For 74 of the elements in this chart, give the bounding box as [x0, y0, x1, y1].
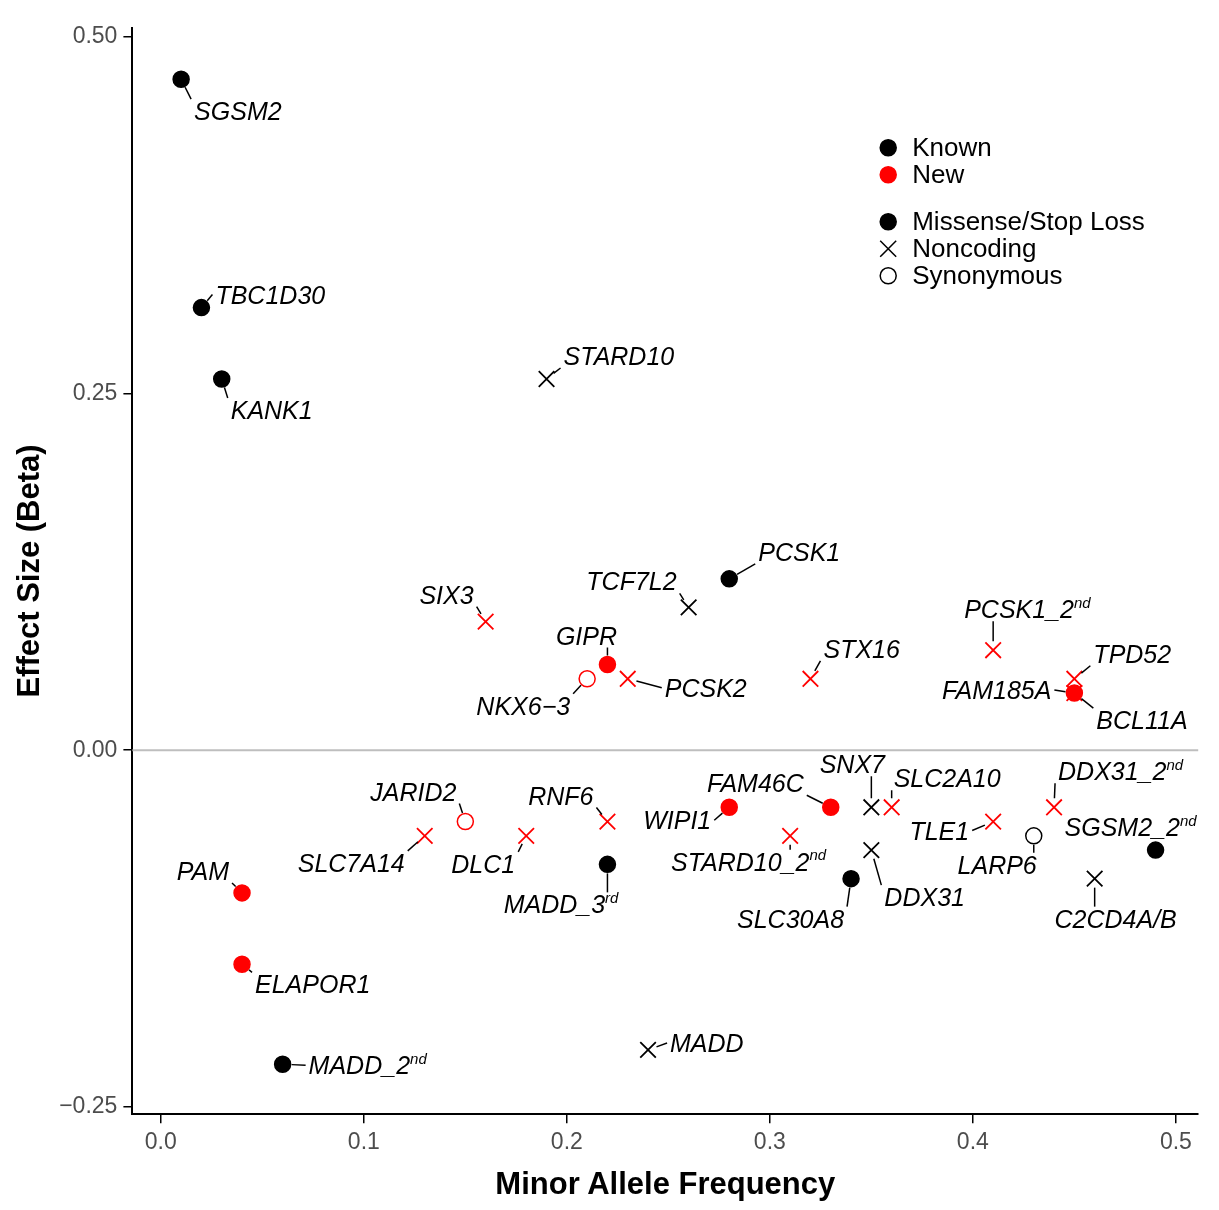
point [720, 798, 738, 817]
point [639, 1041, 657, 1059]
point [456, 812, 475, 831]
annotation: STX16 [823, 634, 900, 663]
annotation: RNF6 [528, 781, 594, 810]
annotation: C2CD4A/B [1054, 904, 1177, 933]
point [1045, 798, 1063, 816]
point [801, 670, 820, 688]
annotation: PCSK2 [664, 673, 747, 702]
point [984, 641, 1002, 659]
annotation: JARID2 [369, 777, 457, 806]
x-tick-label: 0.3 [753, 1128, 786, 1155]
point [720, 570, 738, 588]
y-axis-title: Effect Size (Beta) [11, 444, 47, 698]
point [1085, 869, 1104, 888]
x-axis-title: Minor Allele Frequency [495, 1165, 837, 1201]
point [862, 798, 881, 816]
annotation: SLC7A14 [297, 848, 405, 877]
annotation: SGSM2 [194, 97, 282, 126]
point [537, 370, 556, 388]
point [517, 827, 535, 845]
point [1146, 841, 1165, 859]
annotation: WIPI1 [643, 806, 712, 835]
x-tick-label: 0.5 [1159, 1128, 1192, 1155]
annotation: SIX3 [419, 580, 474, 609]
point [1025, 827, 1043, 845]
annotation: SNX7 [819, 750, 887, 779]
point [842, 869, 860, 888]
annotation: PAM [176, 856, 230, 885]
annotation: TLE1 [909, 816, 970, 845]
annotation: NKX6−3 [476, 691, 571, 720]
x-tick-label: 0.1 [347, 1128, 380, 1155]
point [882, 798, 901, 816]
point [984, 812, 1002, 831]
annotation: TCF7L2 [586, 567, 677, 596]
annotation: ELAPOR1 [255, 970, 371, 999]
annotation: PCSK1 [758, 537, 841, 566]
annotation: KANK1 [230, 395, 313, 424]
y-tick-label: 0.25 [72, 378, 118, 405]
point [598, 655, 617, 674]
point [598, 812, 617, 831]
point [619, 670, 637, 688]
annotation: SLC30A8 [737, 904, 845, 933]
point [598, 855, 617, 874]
point [781, 827, 799, 845]
annotation: FAM185A [942, 676, 1052, 705]
x-tick-label: 0.2 [550, 1128, 583, 1155]
y-tick-label: 0.50 [72, 21, 118, 48]
x-tick-label: 0.0 [144, 1128, 177, 1155]
point [822, 798, 840, 817]
annotation: LARP6 [957, 850, 1037, 879]
annotation: MADD [670, 1028, 744, 1057]
annotation: TBC1D30 [215, 280, 326, 309]
annotation: BCL11A [1096, 706, 1188, 735]
annotation: GIPR [555, 621, 617, 650]
annotation: DDX31 [884, 883, 965, 912]
annotation: SLC2A10 [893, 764, 1001, 793]
annotation: TPD52 [1093, 639, 1172, 668]
point [233, 955, 251, 974]
point [192, 298, 211, 317]
point [233, 884, 251, 902]
point [416, 827, 434, 845]
point [476, 613, 495, 631]
point [862, 841, 881, 859]
y-tick-label: 0.00 [72, 735, 118, 762]
x-tick-label: 0.4 [956, 1128, 990, 1155]
point [578, 670, 596, 688]
point [273, 1055, 292, 1073]
annotation: STARD10 [563, 341, 675, 370]
point [172, 70, 190, 88]
point [212, 370, 231, 388]
annotation: FAM46C [706, 769, 805, 798]
annotation: DLC1 [451, 849, 516, 878]
y-tick-label: −0.25 [59, 1092, 118, 1119]
